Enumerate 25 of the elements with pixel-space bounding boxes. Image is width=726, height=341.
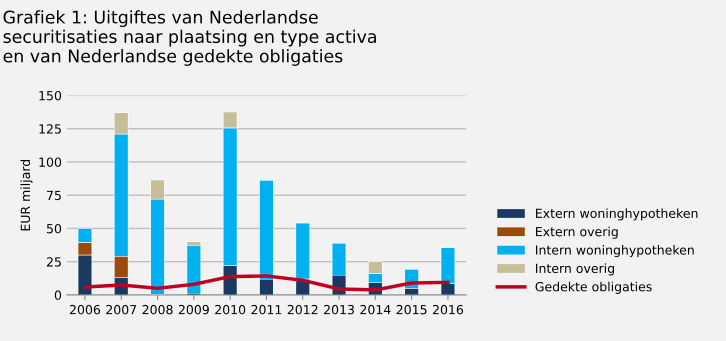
legend-label: Extern woninghypotheken	[536, 208, 698, 220]
y-tick-label: 0	[54, 290, 62, 300]
y-axis-title: EUR miljard	[20, 160, 33, 230]
y-tick-label: 25	[46, 257, 61, 267]
x-tick-label: 2014	[360, 304, 391, 314]
x-tick-label: 2010	[215, 304, 246, 314]
legend-label: Intern woninghypotheken	[536, 245, 694, 258]
x-tick-label: 2009	[178, 304, 209, 314]
y-tick-label: 125	[39, 124, 61, 134]
y-tick-label: 75	[47, 190, 61, 200]
x-tick-label: 2011	[251, 304, 282, 314]
x-tick-label: 2006	[70, 304, 100, 314]
y-tick-label: 50	[46, 224, 62, 234]
chart-title: Grafiek 1: Uitgiftes van Nederlandse securitisaties naar plaatsing en type activa en van Nederlandse gedekte obligaties	[4, 10, 376, 66]
y-tick-label: 150	[39, 90, 62, 100]
legend-label: Extern overig	[536, 226, 618, 239]
legend-label: Intern overig	[536, 263, 614, 276]
x-tick-label: 2016	[432, 304, 464, 314]
x-tick-label: 2008	[142, 304, 173, 314]
legend-label: Gedekte obligaties	[536, 282, 652, 294]
x-tick-label: 2015	[396, 304, 426, 314]
y-tick-label: 100	[39, 157, 62, 167]
x-tick-label: 2013	[324, 304, 354, 314]
x-tick-label: 2012	[288, 304, 318, 314]
x-tick-label: 2007	[106, 304, 136, 314]
